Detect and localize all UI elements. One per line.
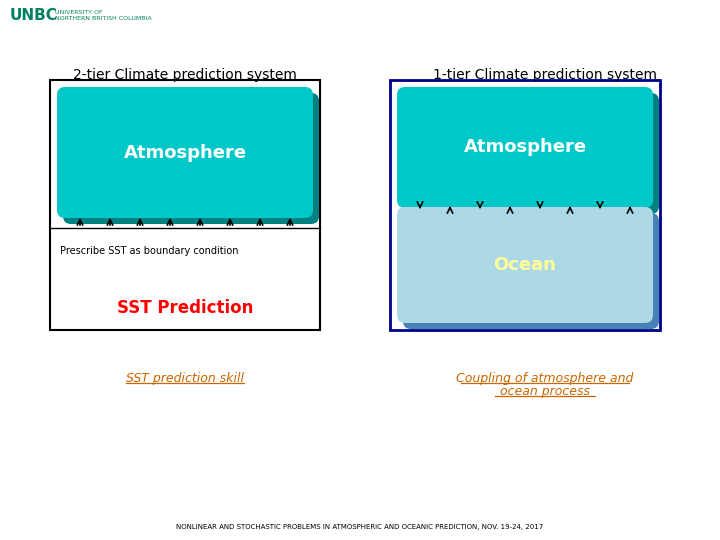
Text: SST prediction skill: SST prediction skill <box>126 372 244 385</box>
Text: Atmosphere: Atmosphere <box>123 144 246 161</box>
FancyBboxPatch shape <box>50 80 320 330</box>
FancyBboxPatch shape <box>397 207 653 323</box>
Text: 1-tier Climate prediction system: 1-tier Climate prediction system <box>433 68 657 82</box>
Text: ocean process: ocean process <box>500 385 590 398</box>
FancyBboxPatch shape <box>403 213 659 329</box>
Text: UNIVERSITY OF
NORTHERN BRITISH COLUMBIA: UNIVERSITY OF NORTHERN BRITISH COLUMBIA <box>55 10 152 21</box>
FancyBboxPatch shape <box>397 87 653 208</box>
Text: Coupling of atmosphere and: Coupling of atmosphere and <box>456 372 634 385</box>
Text: Atmosphere: Atmosphere <box>464 138 587 157</box>
FancyBboxPatch shape <box>390 80 660 330</box>
Text: Prescribe SST as boundary condition: Prescribe SST as boundary condition <box>60 246 238 256</box>
Text: 2-tier Climate prediction system: 2-tier Climate prediction system <box>73 68 297 82</box>
FancyBboxPatch shape <box>63 93 319 224</box>
Text: NONLINEAR AND STOCHASTIC PROBLEMS IN ATMOSPHERIC AND OCEANIC PREDICTION, NOV. 19: NONLINEAR AND STOCHASTIC PROBLEMS IN ATM… <box>176 524 544 530</box>
Text: UNBC: UNBC <box>10 8 58 23</box>
FancyBboxPatch shape <box>403 93 659 214</box>
FancyBboxPatch shape <box>57 87 313 218</box>
Text: Ocean: Ocean <box>494 256 557 274</box>
Text: SST Prediction: SST Prediction <box>117 299 253 317</box>
